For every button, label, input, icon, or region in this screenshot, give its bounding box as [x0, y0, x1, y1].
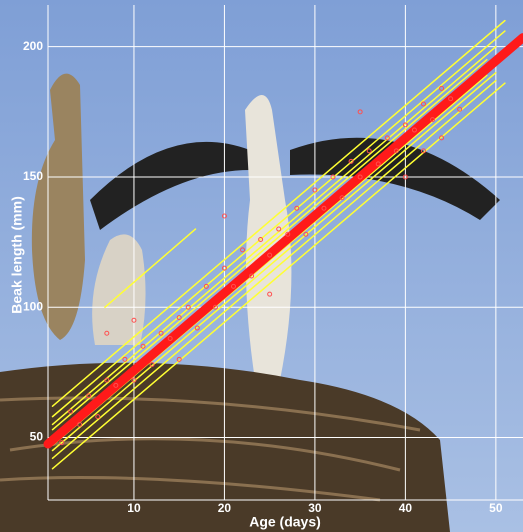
y-tick-label: 100 [23, 299, 43, 313]
y-tick-label: 50 [30, 430, 44, 444]
x-tick-label: 10 [127, 501, 141, 515]
x-axis-label: Age (days) [249, 514, 321, 530]
x-tick-label: 40 [399, 501, 413, 515]
y-tick-label: 150 [23, 169, 43, 183]
x-tick-label: 50 [489, 501, 503, 515]
x-tick-label: 20 [218, 501, 232, 515]
y-axis-label: Beak length (mm) [9, 196, 25, 313]
x-tick-label: 30 [308, 501, 322, 515]
page: Beak length (mm) Age (days) 50 100 150 200 1… [0, 0, 523, 532]
chart: Beak length (mm) Age (days) 50 100 150 200 1… [0, 0, 523, 532]
y-tick-label: 200 [23, 39, 43, 53]
